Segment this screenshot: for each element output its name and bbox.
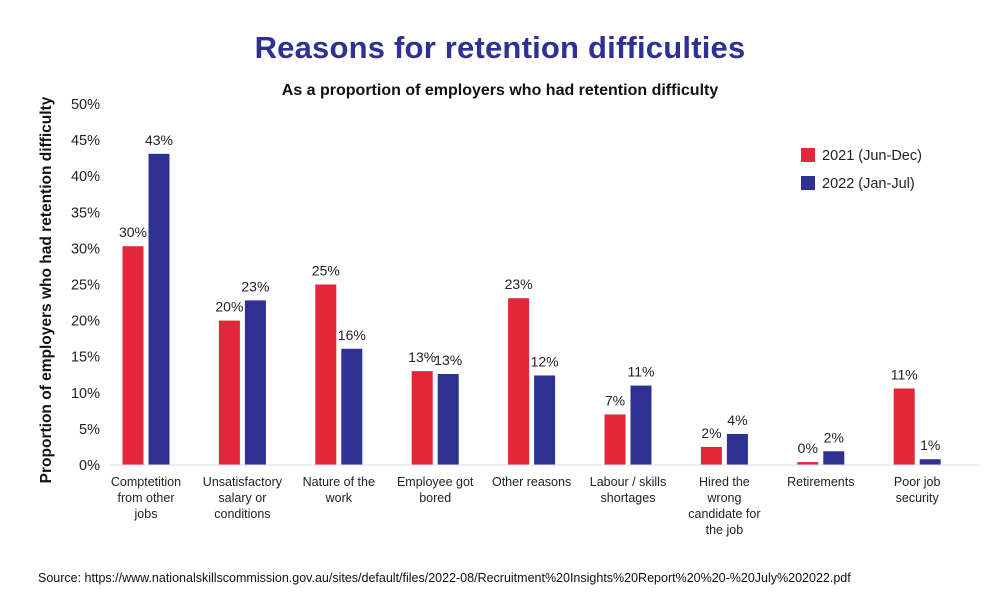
bar-2021 <box>893 388 915 465</box>
x-category-label: Poor job <box>894 475 941 489</box>
x-axis: Comptetition from other jobs Unsatisfactory… <box>110 464 980 537</box>
data-label: 30% <box>119 224 147 240</box>
x-category-label: bored <box>419 491 451 505</box>
data-label: 25% <box>312 263 340 279</box>
x-category-label: Hired the <box>699 475 750 489</box>
bar-chart: 0% 5% 10% 15% 20% 25% 30% 35% 40% 45% 50% Proporti… <box>38 96 980 537</box>
x-category-label: Labour / skills <box>590 475 666 489</box>
x-category-label: Unsatisfactory <box>203 475 283 489</box>
bar-2022 <box>919 459 941 465</box>
y-tick-label: 0% <box>79 458 100 474</box>
bar-2021 <box>604 414 626 465</box>
data-label: 7% <box>605 392 625 408</box>
legend-swatch-2022 <box>801 176 815 190</box>
x-category-label: candidate for <box>688 507 760 521</box>
data-label: 23% <box>505 276 533 292</box>
data-label: 2% <box>824 429 844 445</box>
y-tick-label: 5% <box>79 422 100 438</box>
y-axis-label: Proportion of employers who had retentio… <box>38 96 55 483</box>
y-tick-label: 40% <box>71 169 100 185</box>
bar-2021 <box>797 462 819 465</box>
data-label: 16% <box>338 327 366 343</box>
data-label: 4% <box>727 412 747 428</box>
x-category-label: Comptetition <box>111 475 181 489</box>
bar-2021 <box>315 284 337 465</box>
data-label: 13% <box>434 352 462 368</box>
legend-label: 2021 (Jun-Dec) <box>822 148 922 164</box>
bar-2022 <box>244 300 266 465</box>
bar-2021 <box>411 371 433 465</box>
data-label: 13% <box>408 349 436 365</box>
x-category-label: salary or <box>218 491 266 505</box>
data-label: 20% <box>215 299 243 315</box>
bar-2022 <box>148 153 170 465</box>
data-label: 23% <box>241 278 269 294</box>
x-category-label: Other reasons <box>492 475 571 489</box>
bars <box>122 153 941 465</box>
bar-2022 <box>823 451 845 465</box>
x-category-label: from other <box>118 491 175 505</box>
data-label: 0% <box>798 440 818 456</box>
y-tick-label: 45% <box>71 133 100 149</box>
bar-2021 <box>122 246 144 465</box>
x-category-label: Nature of the <box>303 475 375 489</box>
data-labels: 30%43%20%23%25%16%13%13%23%12%7%11%2%4%0… <box>119 132 940 456</box>
y-tick-label: 30% <box>71 241 100 257</box>
bar-2021 <box>218 320 240 465</box>
bar-2021 <box>700 446 722 465</box>
bar-2022 <box>534 375 556 465</box>
y-tick-label: 15% <box>71 350 100 366</box>
data-label: 12% <box>531 353 559 369</box>
x-category-label: security <box>896 491 940 505</box>
bar-2022 <box>726 433 748 465</box>
chart-title: Reasons for retention difficulties <box>254 30 746 65</box>
data-label: 11% <box>628 364 655 380</box>
x-category-label: work <box>325 491 353 505</box>
data-label: 11% <box>891 366 918 382</box>
data-label: 1% <box>920 437 940 453</box>
y-tick-label: 50% <box>71 97 100 113</box>
data-label: 43% <box>145 132 173 148</box>
x-category-label: conditions <box>214 507 270 521</box>
bar-2022 <box>630 385 652 465</box>
source-note: Source: https://www.nationalskillscommis… <box>38 571 851 585</box>
x-category-label: Retirements <box>787 475 854 489</box>
legend-swatch-2021 <box>801 148 815 162</box>
bar-2022 <box>437 374 459 465</box>
y-tick-label: 20% <box>71 314 100 330</box>
y-tick-label: 10% <box>71 386 100 402</box>
x-category-label: shortages <box>601 491 656 505</box>
x-category-label: wrong <box>706 491 741 505</box>
bar-2022 <box>341 348 363 465</box>
data-label: 2% <box>701 425 721 441</box>
y-tick-label: 35% <box>71 205 100 221</box>
legend: 2021 (Jun-Dec) 2022 (Jan-Jul) <box>801 148 922 192</box>
bar-2021 <box>508 298 530 465</box>
y-axis: 0% 5% 10% 15% 20% 25% 30% 35% 40% 45% 50% <box>71 97 100 474</box>
x-category-label: the job <box>706 523 744 537</box>
chart-subtitle: As a proportion of employers who had ret… <box>281 82 719 99</box>
legend-label: 2022 (Jan-Jul) <box>822 176 915 192</box>
x-category-label: Employee got <box>397 475 474 489</box>
y-tick-label: 25% <box>71 278 100 294</box>
x-category-label: jobs <box>134 507 158 521</box>
